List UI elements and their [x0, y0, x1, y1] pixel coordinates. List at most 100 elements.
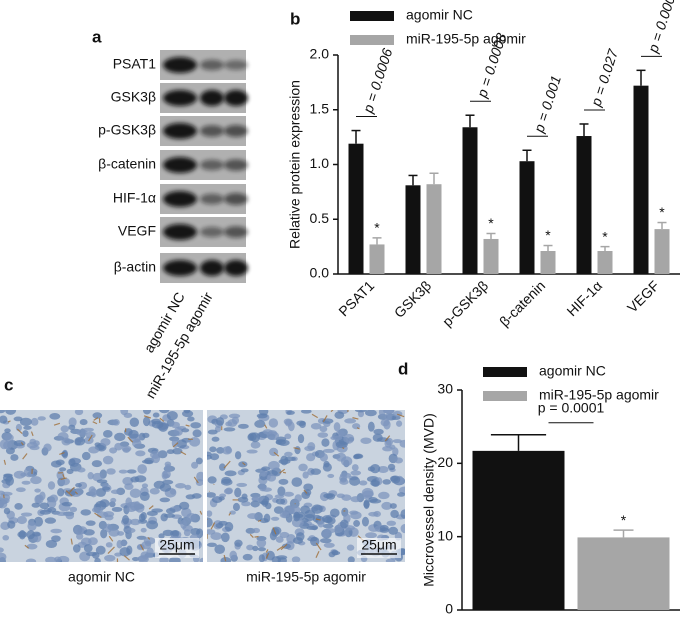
nucleus [130, 519, 141, 525]
bar [463, 127, 478, 274]
nucleus [56, 460, 65, 466]
nucleus [191, 462, 198, 469]
nucleus [83, 529, 94, 535]
nucleus [61, 425, 69, 432]
nucleus [88, 446, 99, 453]
nucleus [31, 418, 39, 426]
legend-swatch [350, 11, 394, 21]
nucleus [30, 445, 40, 450]
nucleus [334, 411, 344, 419]
nucleus [306, 526, 317, 530]
nucleus [214, 544, 225, 554]
nucleus [62, 502, 72, 506]
blot-band [163, 260, 197, 276]
significance-star: * [659, 204, 665, 220]
nucleus [276, 536, 284, 543]
nucleus [350, 511, 361, 519]
nucleus [106, 468, 116, 474]
nucleus [30, 476, 41, 484]
legend-label: agomir NC [406, 7, 473, 23]
nucleus [208, 476, 217, 483]
nucleus [344, 418, 356, 423]
nucleus [121, 541, 128, 545]
nucleus [323, 449, 335, 453]
nucleus [128, 430, 139, 439]
blot-band [224, 226, 248, 238]
nucleus [77, 467, 86, 472]
nucleus [23, 426, 31, 430]
nucleus [317, 432, 328, 438]
nucleus [206, 510, 212, 516]
nucleus [164, 514, 175, 518]
nucleus [320, 538, 332, 543]
nucleus [137, 556, 148, 561]
nucleus [400, 509, 408, 518]
nucleus [140, 492, 150, 501]
protein-label: p-GSK3β [98, 122, 156, 138]
nucleus [278, 479, 288, 485]
nucleus [137, 464, 147, 474]
nucleus [123, 447, 131, 452]
bar [634, 86, 649, 274]
nucleus [150, 488, 160, 495]
bar [541, 251, 556, 274]
nucleus [241, 468, 249, 472]
bar [598, 251, 613, 274]
nucleus [225, 470, 237, 476]
nucleus [186, 513, 196, 522]
nucleus [303, 483, 313, 490]
nucleus [208, 430, 218, 435]
nucleus [390, 503, 397, 509]
nucleus [390, 476, 398, 482]
nucleus [370, 480, 379, 486]
nucleus [45, 557, 57, 564]
nucleus [362, 517, 369, 527]
nucleus [225, 421, 232, 426]
bar [484, 239, 499, 274]
nucleus [281, 512, 289, 517]
nucleus [257, 539, 267, 548]
nucleus [143, 406, 151, 415]
scale-label: 25μm [361, 537, 396, 553]
nucleus [174, 427, 183, 436]
nucleus [298, 464, 307, 472]
nucleus [209, 446, 216, 452]
nucleus [259, 407, 268, 415]
nucleus [276, 555, 287, 559]
nucleus [300, 506, 310, 514]
nucleus [127, 469, 137, 473]
nucleus [73, 544, 81, 552]
nucleus [341, 494, 351, 501]
blot-band [200, 90, 224, 106]
y-axis-label: Relative protein expression [287, 80, 303, 249]
nucleus [76, 533, 83, 539]
blot-band [163, 57, 197, 73]
nucleus [264, 514, 271, 523]
nucleus [270, 531, 277, 540]
nucleus [124, 483, 133, 490]
nucleus [106, 542, 113, 547]
nucleus [189, 437, 200, 447]
legend-swatch [350, 35, 394, 45]
nucleus [48, 481, 55, 489]
nucleus [112, 507, 123, 512]
nucleus [2, 535, 9, 540]
nucleus [380, 525, 389, 531]
nucleus [359, 480, 367, 485]
nucleus [111, 490, 121, 495]
nucleus [321, 532, 329, 537]
nucleus [43, 444, 51, 452]
nucleus [388, 527, 398, 535]
nucleus [304, 514, 315, 521]
blot-band [200, 125, 224, 137]
nucleus [160, 484, 171, 492]
nucleus [401, 524, 409, 533]
nucleus [324, 543, 335, 548]
nucleus [5, 406, 16, 415]
nucleus [306, 453, 315, 461]
nucleus [3, 441, 12, 449]
significance-star: * [545, 227, 551, 243]
nucleus [76, 429, 88, 435]
nucleus [179, 502, 189, 510]
